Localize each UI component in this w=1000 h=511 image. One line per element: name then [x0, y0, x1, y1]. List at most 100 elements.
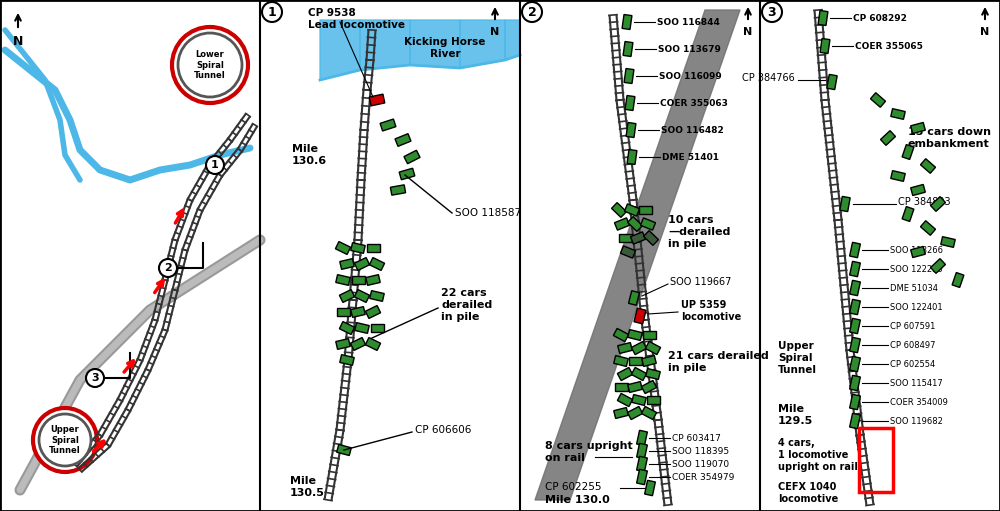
Text: 1: 1: [268, 6, 276, 18]
Text: SOO 116099: SOO 116099: [659, 72, 722, 81]
Text: 1: 1: [211, 160, 219, 170]
Polygon shape: [632, 394, 646, 405]
Polygon shape: [891, 109, 905, 120]
Polygon shape: [339, 290, 355, 303]
Polygon shape: [352, 276, 364, 284]
Text: CEFX 1040
locomotive: CEFX 1040 locomotive: [778, 482, 838, 504]
Polygon shape: [628, 330, 642, 340]
Polygon shape: [850, 318, 860, 334]
Text: SOO 118266: SOO 118266: [890, 245, 943, 254]
Text: 22 cars
derailed
in pile: 22 cars derailed in pile: [441, 288, 492, 321]
Text: COER 354979: COER 354979: [672, 473, 734, 481]
Text: CP 603417: CP 603417: [672, 433, 721, 443]
Polygon shape: [370, 324, 384, 332]
Circle shape: [172, 27, 248, 103]
Polygon shape: [850, 261, 860, 276]
Polygon shape: [639, 206, 652, 214]
Text: SOO 116844: SOO 116844: [657, 17, 720, 27]
Text: CP 9538
Lead locomotive: CP 9538 Lead locomotive: [308, 8, 405, 30]
Polygon shape: [622, 14, 632, 30]
Polygon shape: [641, 380, 657, 393]
Text: CP 384766: CP 384766: [742, 73, 795, 83]
Polygon shape: [614, 218, 630, 230]
Polygon shape: [850, 242, 860, 258]
Circle shape: [762, 2, 782, 22]
Polygon shape: [620, 246, 636, 258]
Text: CP 602255: CP 602255: [545, 482, 602, 492]
Polygon shape: [335, 242, 351, 254]
Polygon shape: [340, 259, 354, 269]
Circle shape: [159, 259, 177, 277]
Circle shape: [178, 33, 242, 97]
Polygon shape: [931, 259, 945, 273]
Polygon shape: [920, 221, 936, 235]
Text: Mile
130.5: Mile 130.5: [290, 476, 325, 498]
Polygon shape: [820, 38, 830, 54]
Polygon shape: [881, 131, 895, 145]
Text: Upper
Spiral
Tunnel: Upper Spiral Tunnel: [778, 341, 817, 375]
Text: COER 354009: COER 354009: [890, 398, 948, 406]
Polygon shape: [505, 20, 520, 60]
Polygon shape: [646, 396, 660, 404]
Text: CP 384893: CP 384893: [898, 197, 951, 207]
Polygon shape: [614, 356, 628, 366]
Polygon shape: [911, 246, 925, 258]
Polygon shape: [366, 244, 380, 252]
Polygon shape: [337, 445, 351, 455]
Polygon shape: [645, 341, 661, 355]
Polygon shape: [637, 444, 647, 459]
Polygon shape: [631, 341, 647, 355]
Text: COER 355063: COER 355063: [660, 99, 728, 107]
Text: CP 608292: CP 608292: [853, 13, 907, 22]
Polygon shape: [850, 375, 860, 391]
Polygon shape: [902, 145, 914, 159]
Polygon shape: [351, 307, 365, 317]
Polygon shape: [642, 331, 656, 339]
Polygon shape: [613, 329, 629, 341]
Polygon shape: [410, 20, 460, 68]
Circle shape: [39, 414, 91, 466]
Polygon shape: [627, 150, 637, 165]
Polygon shape: [614, 383, 628, 391]
Polygon shape: [911, 123, 925, 133]
Polygon shape: [320, 20, 360, 80]
Text: DME 51034: DME 51034: [890, 284, 938, 292]
Polygon shape: [380, 119, 396, 131]
Text: 8 cars upright
on rail: 8 cars upright on rail: [545, 441, 633, 463]
Polygon shape: [404, 150, 420, 164]
Polygon shape: [350, 338, 366, 351]
Polygon shape: [395, 134, 411, 146]
Polygon shape: [336, 339, 350, 350]
Polygon shape: [629, 291, 639, 305]
Polygon shape: [354, 290, 370, 303]
Polygon shape: [628, 382, 642, 392]
Text: SOO 118587: SOO 118587: [455, 208, 521, 218]
Polygon shape: [642, 356, 656, 366]
Text: N: N: [490, 27, 500, 37]
Polygon shape: [366, 274, 380, 285]
Text: Kicking Horse
River: Kicking Horse River: [404, 37, 486, 59]
Circle shape: [522, 2, 542, 22]
Polygon shape: [850, 394, 860, 410]
Polygon shape: [399, 168, 415, 180]
Polygon shape: [360, 20, 410, 70]
Polygon shape: [637, 430, 647, 446]
Polygon shape: [617, 393, 633, 407]
Polygon shape: [850, 299, 860, 315]
Polygon shape: [339, 321, 355, 334]
Text: SOO 119682: SOO 119682: [890, 416, 943, 426]
Polygon shape: [535, 10, 740, 500]
Text: CP 608497: CP 608497: [890, 340, 936, 350]
Polygon shape: [931, 197, 945, 212]
Text: 2: 2: [164, 263, 172, 273]
Polygon shape: [631, 367, 647, 381]
Text: SOO 116482: SOO 116482: [661, 126, 724, 134]
Text: Upper
Spiral
Tunnel: Upper Spiral Tunnel: [49, 425, 81, 455]
Polygon shape: [646, 368, 660, 380]
Polygon shape: [645, 480, 655, 496]
Polygon shape: [354, 258, 370, 270]
Text: SOO 113679: SOO 113679: [658, 44, 721, 54]
Text: CP 607591: CP 607591: [890, 321, 935, 331]
Text: SOO 118395: SOO 118395: [672, 447, 729, 455]
Text: Mile 130.0: Mile 130.0: [545, 495, 610, 505]
